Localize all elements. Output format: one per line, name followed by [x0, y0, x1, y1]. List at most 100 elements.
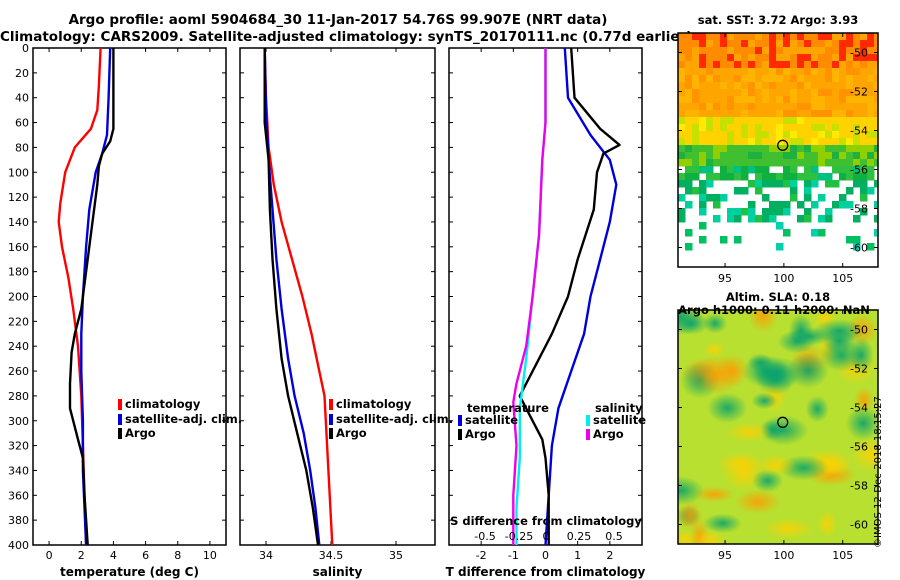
map-y-tick-label: -60: [850, 519, 868, 532]
sst-cell: [818, 117, 826, 125]
sst-cell: [776, 222, 784, 230]
sst-cell: [748, 82, 756, 90]
sst-cell: [762, 131, 770, 139]
sst-cell: [678, 208, 686, 216]
sst-cell: [874, 138, 878, 146]
y-tick-label: 140: [8, 216, 29, 229]
sst-cell: [853, 40, 861, 48]
sst-cell: [790, 82, 798, 90]
sst-cell: [692, 61, 700, 69]
sst-cell: [706, 194, 714, 202]
sst-cell: [860, 40, 868, 48]
sst-cell: [713, 54, 721, 62]
sst-cell: [678, 124, 686, 132]
sst-cell: [713, 103, 721, 111]
sst-cell: [832, 89, 840, 97]
sst-cell: [811, 82, 819, 90]
sst-cell: [699, 194, 707, 202]
sst-cell: [783, 208, 791, 216]
x-tick-label: 2: [78, 549, 85, 562]
sst-cell: [769, 138, 777, 146]
sst-cell: [811, 54, 819, 62]
x-tick-label: -2: [476, 549, 487, 562]
sst-cell: [706, 33, 714, 41]
sst-cell: [769, 96, 777, 104]
sst-cell: [734, 236, 742, 244]
sst-cell: [699, 61, 707, 69]
sst-cell: [678, 138, 686, 146]
sst-cell: [797, 40, 805, 48]
sst-cell: [699, 110, 707, 118]
sst-cell: [867, 61, 875, 69]
sst-cell: [797, 96, 805, 104]
sst-cell: [692, 47, 700, 55]
sst-cell: [825, 173, 833, 181]
sst-cell: [741, 152, 749, 160]
sst-cell: [699, 222, 707, 230]
sst-cell: [832, 131, 840, 139]
sst-cell: [804, 96, 812, 104]
sla-anomaly: [694, 528, 727, 544]
sst-cell: [741, 131, 749, 139]
sst-cell: [790, 117, 798, 125]
sst-cell: [832, 152, 840, 160]
map-y-tick-label: -50: [850, 47, 868, 60]
sst-cell: [853, 180, 861, 188]
sst-cell: [713, 215, 721, 223]
sst-cell: [860, 180, 868, 188]
sst-cell: [713, 40, 721, 48]
sst-cell: [720, 152, 728, 160]
sst-cell: [727, 159, 735, 167]
sst-cell: [790, 194, 798, 202]
legend-swatch: [118, 428, 122, 439]
sst-cell: [706, 124, 714, 132]
sst-cell: [867, 166, 875, 174]
sst-cell: [846, 40, 854, 48]
sst-cell: [839, 75, 847, 83]
y-tick-label: 260: [8, 365, 29, 378]
y-tick-label: 300: [8, 415, 29, 428]
map-y-tick-label: -58: [850, 203, 868, 216]
sst-cell: [818, 103, 826, 111]
sst-cell: [678, 82, 686, 90]
sst-cell: [818, 47, 826, 55]
sst-cell: [755, 117, 763, 125]
sst-cell: [867, 173, 875, 181]
sst-cell: [692, 103, 700, 111]
sst-cell: [853, 117, 861, 125]
legend-title-temperature: temperature: [467, 401, 549, 415]
sst-cell: [846, 110, 854, 118]
sst-cell: [825, 159, 833, 167]
sst-cell: [755, 124, 763, 132]
sst-cell: [706, 180, 714, 188]
sst-cell: [825, 215, 833, 223]
sst-cell: [762, 40, 770, 48]
sst-cell: [685, 159, 693, 167]
sst-cell: [839, 159, 847, 167]
s-axis-tick-label: 0.25: [567, 530, 592, 543]
sst-cell: [797, 159, 805, 167]
sst-cell: [769, 33, 777, 41]
sst-cell: [769, 131, 777, 139]
sst-cell: [755, 96, 763, 104]
sst-cell: [706, 110, 714, 118]
sst-cell: [783, 159, 791, 167]
sst-cell: [832, 40, 840, 48]
sst-cell: [776, 82, 784, 90]
sst-cell: [755, 110, 763, 118]
sst-cell: [776, 75, 784, 83]
y-tick-label: 100: [8, 166, 29, 179]
sst-cell: [706, 96, 714, 104]
sst-cell: [769, 159, 777, 167]
series-line-climatology: [57, 47, 102, 546]
sst-cell: [853, 89, 861, 97]
sst-cell: [678, 110, 686, 118]
sst-cell: [860, 166, 868, 174]
sst-cell: [790, 152, 798, 160]
sst-cell: [860, 124, 868, 132]
sst-cell: [874, 103, 878, 111]
sst-cell: [678, 68, 686, 76]
y-tick-label: 200: [8, 291, 29, 304]
series-line-t-argo: [518, 47, 621, 545]
sst-cell: [692, 138, 700, 146]
